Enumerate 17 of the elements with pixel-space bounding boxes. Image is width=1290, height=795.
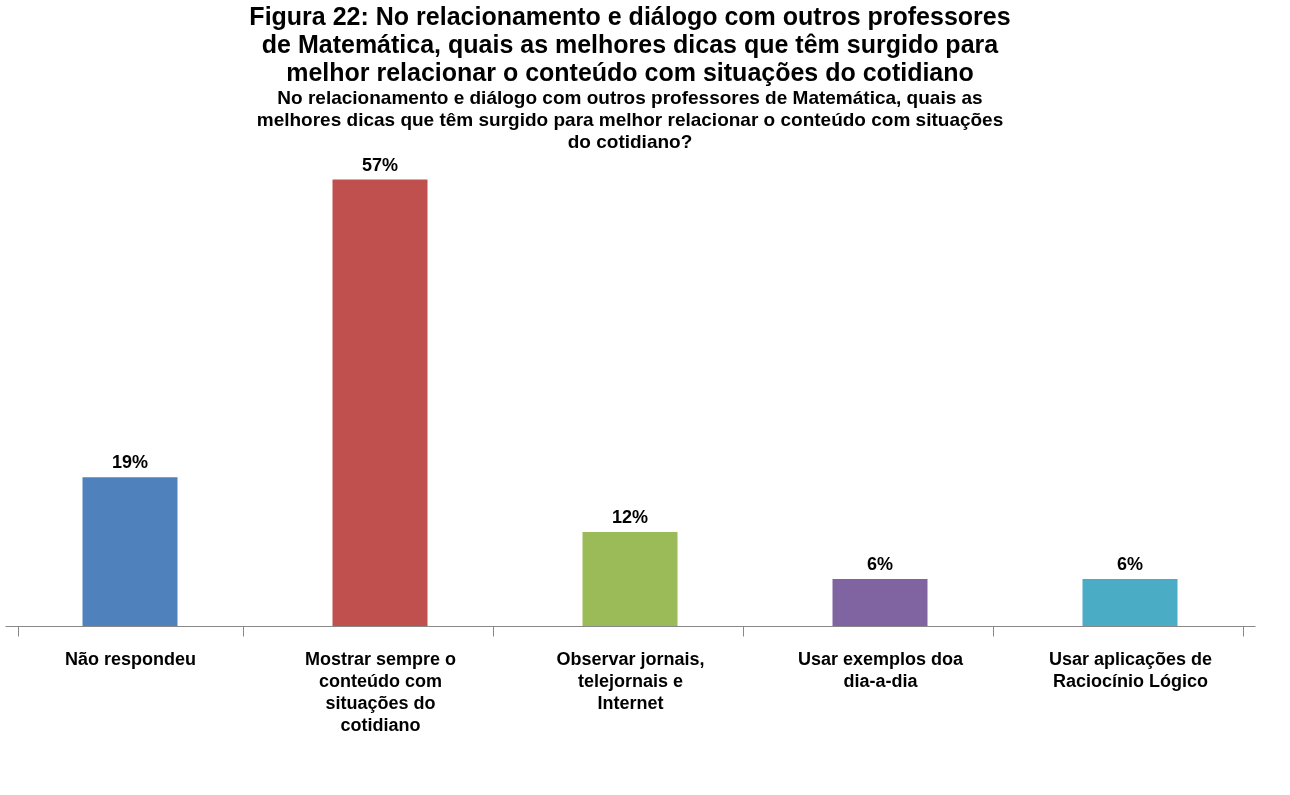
chart-title: Figura 22: No relacionamento e diálogo com outros professores de Matemática, quais as melhores dicas que têm surgido para melhor relacionar o conteúdo com situações do cotidiano (249, 2, 1011, 86)
x-tick-label: Mostrar sempre o conteúdo com situações do cotidiano (304, 648, 457, 735)
x-tick-label: Observar jornais, telejornais e Internet (556, 648, 705, 713)
data-label: 12% (611, 507, 649, 527)
data-label: 19% (111, 452, 149, 473)
x-tick-label: Usar exemplos doa dia-a-dia (797, 648, 965, 691)
x-tick-label: Usar aplicações de Raciocínio Lógico (1048, 648, 1213, 691)
data-label: 6% (1116, 554, 1144, 574)
bar (82, 477, 178, 626)
chart-subtitle: No relacionamento e diálogo com outros professores de Matemática, quais as melhores dicas que têm surgido para melhor relacionar o conteúdo com situações do cotidiano? (256, 87, 1004, 152)
bar (1082, 579, 1178, 626)
bar (332, 179, 428, 626)
data-label: 57% (361, 154, 399, 175)
bar (582, 532, 678, 626)
data-label: 6% (866, 554, 894, 574)
x-tick-label: Não respondeu (64, 648, 197, 669)
bar (832, 579, 928, 626)
